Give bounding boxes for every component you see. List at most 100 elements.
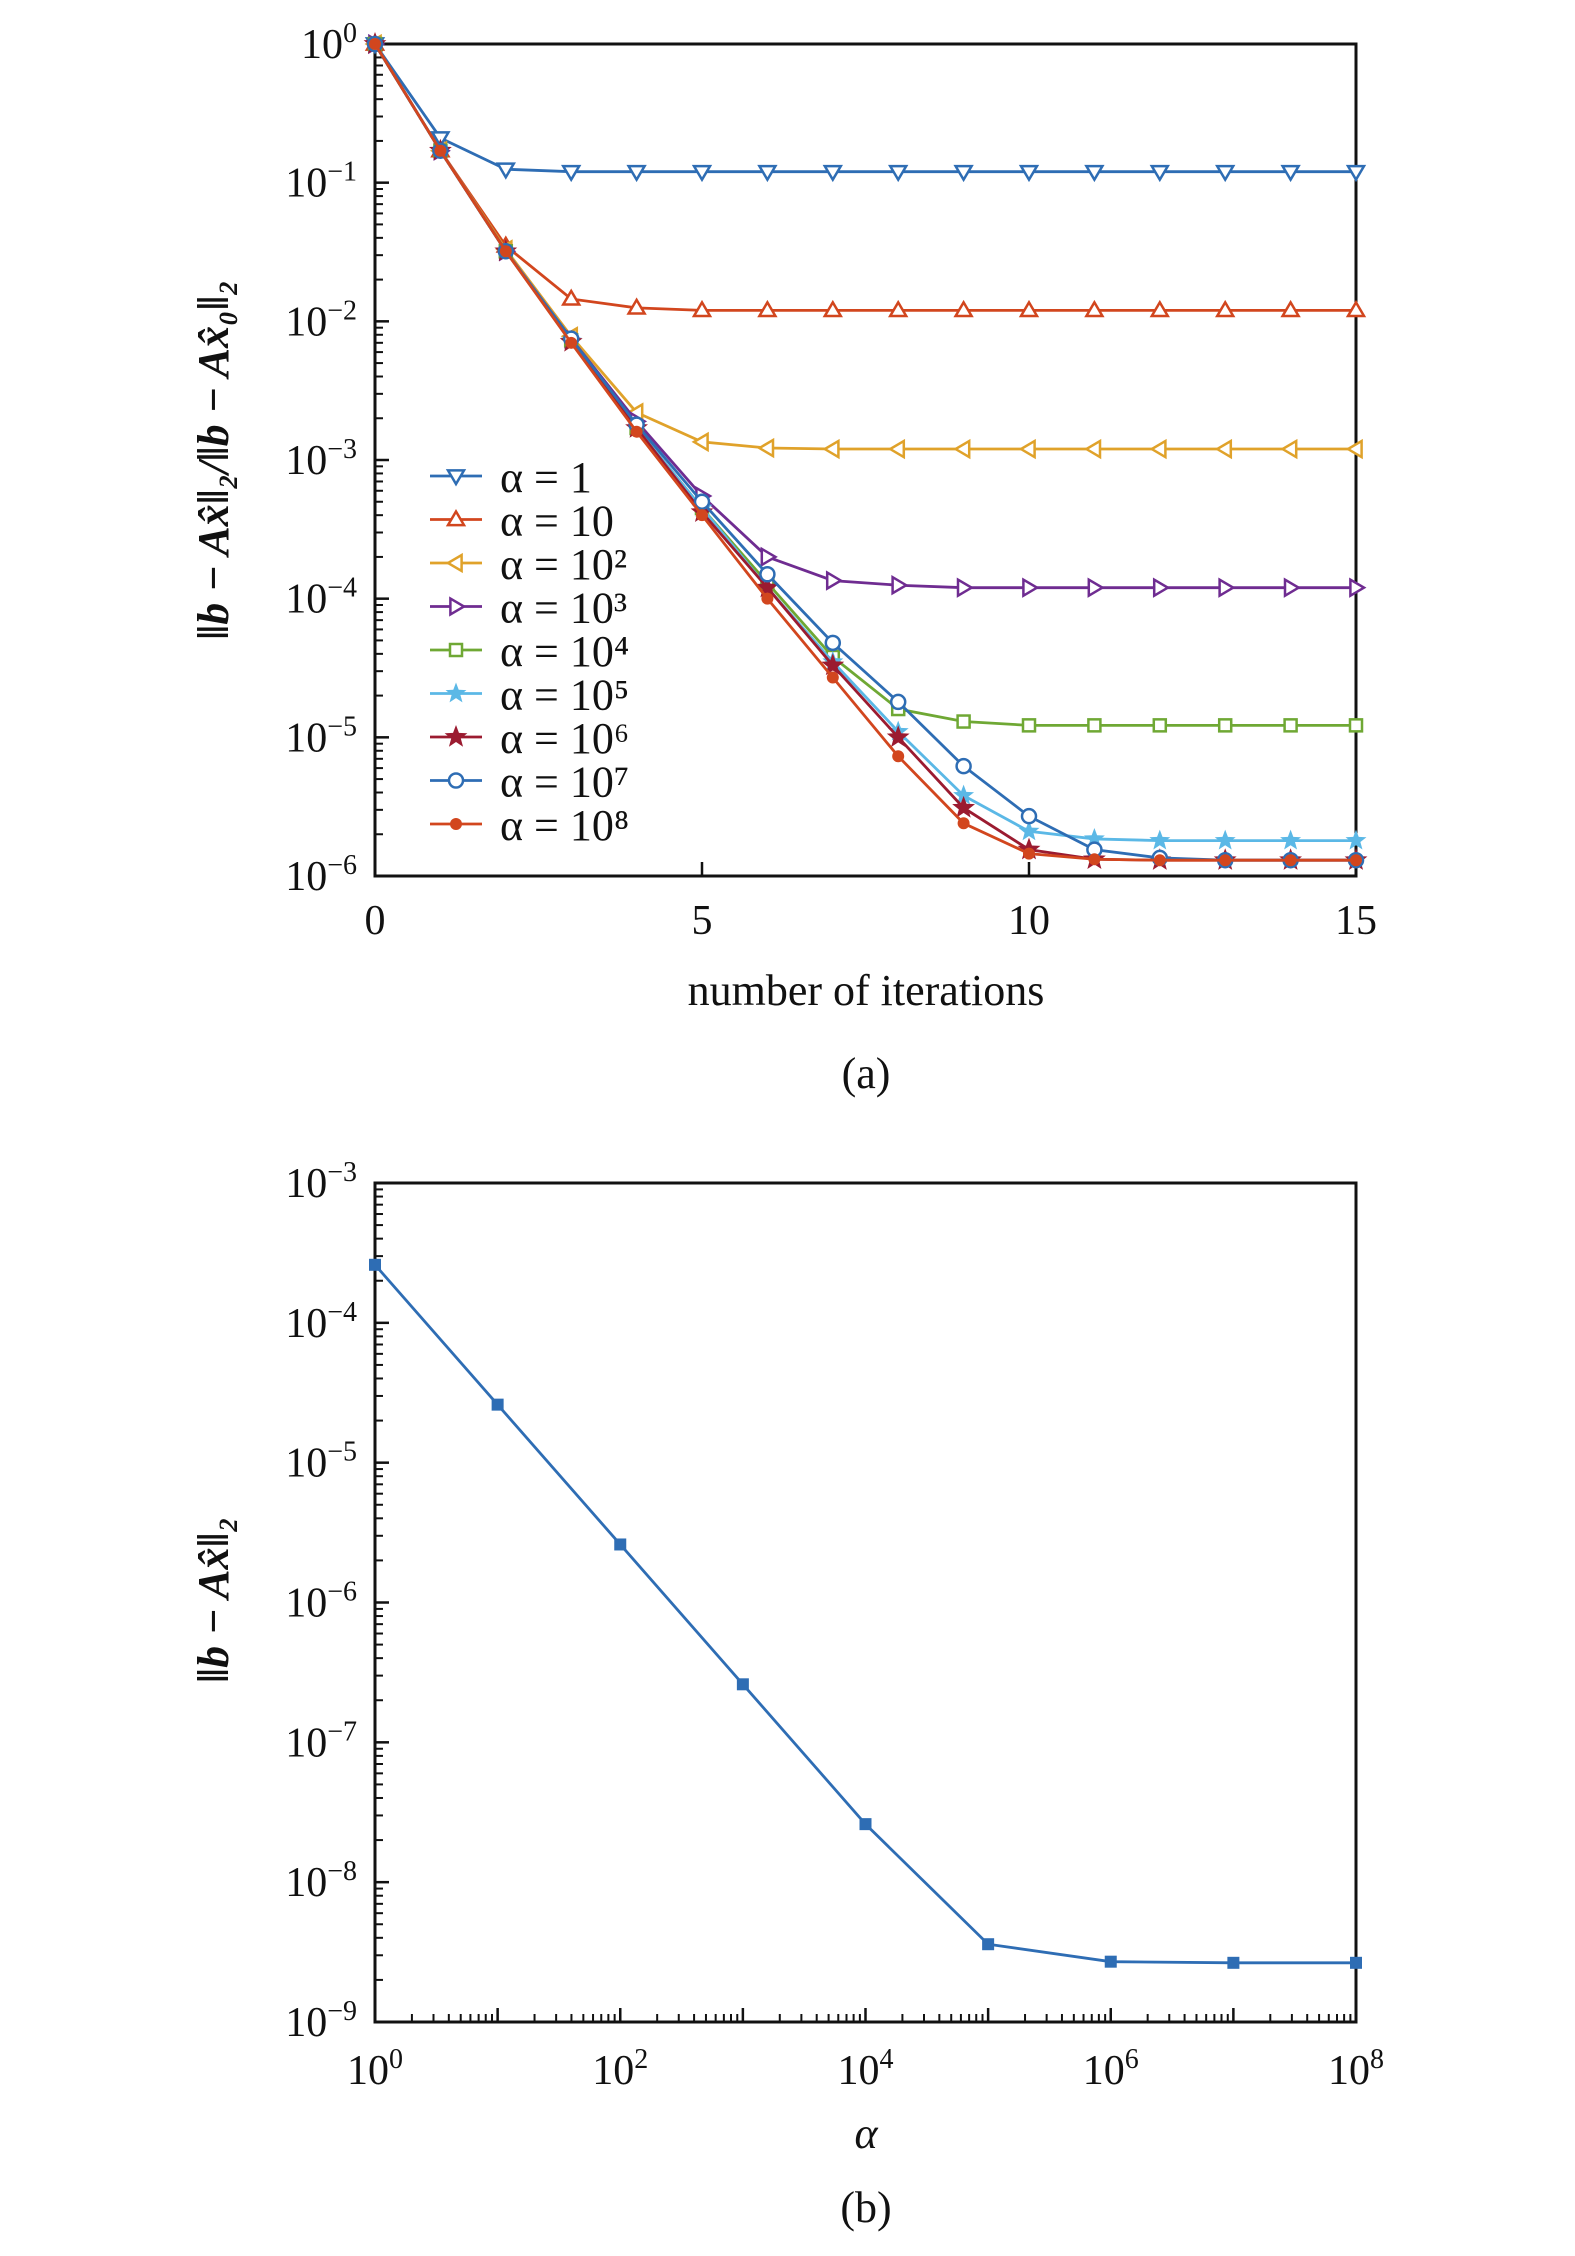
data-point — [1215, 164, 1236, 183]
data-point — [1153, 854, 1166, 867]
data-point — [953, 164, 974, 183]
data-point — [1214, 438, 1233, 460]
data-point — [1021, 718, 1037, 733]
data-point — [691, 299, 713, 318]
data-point — [888, 164, 909, 183]
data-point — [957, 817, 970, 830]
data-point — [626, 164, 647, 183]
data-point — [736, 1678, 749, 1691]
series-3 — [364, 33, 1363, 460]
series-line — [373, 1263, 1356, 1965]
data-point — [1283, 577, 1302, 598]
data-point — [1345, 164, 1367, 183]
y-tick-label: 10−7 — [285, 1716, 357, 1766]
y-tick-label: 100 — [301, 18, 357, 68]
data-point — [821, 653, 845, 676]
data-point — [1350, 1956, 1362, 1969]
data-point — [953, 784, 975, 805]
legend-item: α = 10⁵ — [430, 671, 629, 720]
x-tick-label: 102 — [592, 2044, 648, 2094]
legend-label: α = 10³ — [500, 584, 627, 633]
data-point — [1152, 577, 1171, 598]
data-point — [1083, 438, 1102, 460]
data-point — [1349, 577, 1367, 598]
legend-item: α = 10⁴ — [430, 627, 629, 676]
series-line — [373, 43, 1356, 862]
chart-a-xlabel: number of iterations — [688, 966, 1045, 1015]
data-point — [757, 299, 778, 318]
data-point — [822, 299, 843, 318]
data-point — [1023, 847, 1035, 860]
data-point — [756, 437, 775, 459]
y-tick-label: 10−4 — [285, 1297, 357, 1347]
series-1 — [369, 1258, 1362, 1969]
data-point — [630, 425, 643, 438]
data-point — [888, 299, 909, 318]
legend-marker — [445, 552, 463, 574]
data-point — [499, 245, 512, 258]
legend-item: α = 10⁶ — [430, 714, 629, 763]
data-point — [859, 1818, 872, 1831]
legend-marker — [450, 818, 462, 830]
legend-label: α = 10² — [500, 540, 627, 589]
data-point — [822, 438, 840, 460]
x-tick-label: 10 — [1008, 898, 1050, 944]
x-tick-label: 5 — [692, 898, 713, 944]
data-point — [693, 493, 711, 510]
x-tick-label: 104 — [838, 2044, 894, 2094]
chart-b-panel-label: (b) — [840, 2183, 891, 2232]
data-point — [1087, 718, 1102, 733]
data-point — [1104, 1955, 1117, 1968]
data-point — [822, 164, 843, 183]
chart-b-xlabel: α — [854, 2109, 878, 2158]
data-point — [1084, 164, 1105, 183]
y-tick-label: 10−8 — [285, 1856, 357, 1906]
legend-item: α = 10 — [430, 497, 614, 546]
x-tick-label: 15 — [1335, 898, 1377, 944]
data-point — [1218, 577, 1236, 598]
data-point — [1088, 853, 1101, 866]
data-point — [1149, 438, 1167, 460]
data-point — [565, 336, 578, 349]
data-point — [1087, 577, 1105, 598]
data-point — [626, 297, 647, 315]
legend-item: α = 1 — [430, 453, 592, 502]
data-point — [982, 1938, 995, 1951]
series-line — [373, 43, 1356, 451]
legend-marker — [445, 509, 467, 527]
data-point — [1152, 718, 1168, 733]
data-point — [1215, 299, 1236, 318]
chart-a-ylabel: ‖b − Ax̂‖₂/‖b − Ax̂₀‖₂ — [189, 280, 238, 640]
data-point — [561, 288, 582, 306]
y-tick-label: 10−9 — [285, 1996, 357, 2046]
data-point — [887, 438, 906, 460]
data-point — [824, 634, 842, 652]
data-point — [761, 592, 774, 605]
series-line — [373, 43, 1356, 174]
legend-label: α = 10⁷ — [500, 758, 629, 807]
data-point — [1149, 299, 1170, 318]
data-point — [1149, 829, 1171, 850]
data-point — [953, 438, 971, 460]
data-point — [614, 1538, 627, 1551]
y-tick-label: 10−5 — [285, 1437, 357, 1487]
data-point — [1149, 164, 1170, 183]
data-point — [1280, 829, 1302, 850]
data-point — [952, 795, 976, 818]
data-point — [1020, 807, 1038, 825]
y-tick-label: 10−6 — [285, 850, 357, 900]
data-point — [955, 757, 972, 775]
data-point — [696, 509, 708, 522]
x-tick-label: 108 — [1328, 2044, 1384, 2094]
x-tick-label: 100 — [347, 2044, 403, 2094]
x-tick-label: 0 — [365, 898, 386, 944]
data-point — [1214, 829, 1236, 850]
chart-b-ylabel: ‖b − Ax̂‖₂ — [189, 1517, 238, 1683]
legend-item: α = 10³ — [430, 584, 627, 633]
y-tick-label: 10−2 — [285, 295, 357, 345]
data-point — [953, 299, 974, 318]
